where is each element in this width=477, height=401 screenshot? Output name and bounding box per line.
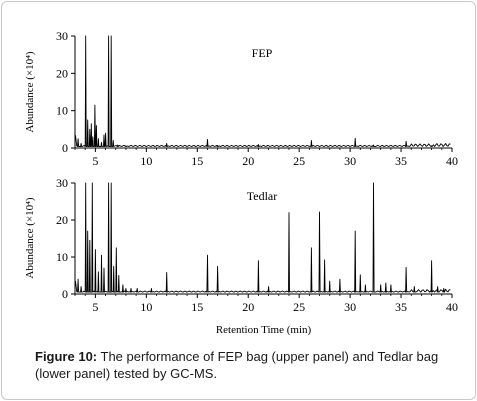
y-tick-label-lower-30: 30	[56, 176, 68, 190]
x-tick-label-upper-25: 25	[293, 154, 305, 168]
x-tick-label-upper-35: 35	[395, 154, 407, 168]
x-tick-label-upper-5: 5	[92, 154, 98, 168]
x-tick-label-upper-20: 20	[242, 154, 254, 168]
chromatogram-trace-lower	[75, 182, 451, 293]
y-tick-label-lower-10: 10	[56, 250, 68, 264]
x-tick-label-lower-35: 35	[395, 300, 407, 314]
x-tick-label-upper-40: 40	[446, 154, 458, 168]
x-axis-title: Retention Time (min)	[216, 324, 312, 336]
gc-ms-chromatogram-figure: 0 10 20 30 5 10 15 20 25 30 35 40 FEP Abundance (×10⁴…	[24, 29, 458, 336]
x-tick-label-upper-30: 30	[344, 154, 356, 168]
caption-label: Figure 10:	[35, 349, 98, 364]
panel-label-upper: FEP	[252, 46, 273, 60]
y-axis-title-upper: Abundance (×10⁴)	[24, 51, 36, 133]
figure-caption: Figure 10: The performance of FEP bag (u…	[35, 348, 467, 382]
chart-panel-lower: 0 10 20 30 5 10 15 20 25 30 35 40 Tedlar Abundance (×…	[24, 176, 458, 336]
x-tick-label-lower-10: 10	[140, 300, 152, 314]
y-tick-label-upper-0: 0	[62, 141, 68, 155]
caption-text: The performance of FEP bag (upper panel)…	[35, 349, 439, 381]
x-tick-label-lower-20: 20	[242, 300, 254, 314]
y-tick-label-upper-20: 20	[56, 66, 68, 80]
panel-label-lower: Tedlar	[247, 189, 277, 203]
chart-panel-upper: 0 10 20 30 5 10 15 20 25 30 35 40 FEP Abundance (×10⁴…	[24, 29, 458, 168]
chromatogram-trace-upper	[75, 35, 451, 147]
x-tick-label-lower-25: 25	[293, 300, 305, 314]
y-axis-title-lower: Abundance (×10⁴)	[24, 197, 36, 279]
y-tick-label-upper-30: 30	[56, 29, 68, 43]
y-tick-label-upper-10: 10	[56, 104, 68, 118]
y-tick-label-lower-20: 20	[56, 213, 68, 227]
x-tick-label-upper-10: 10	[140, 154, 152, 168]
y-tick-label-lower-0: 0	[62, 287, 68, 301]
x-tick-label-lower-5: 5	[92, 300, 98, 314]
x-tick-label-upper-15: 15	[191, 154, 203, 168]
x-tick-label-lower-30: 30	[344, 300, 356, 314]
x-tick-label-lower-40: 40	[446, 300, 458, 314]
x-tick-label-lower-15: 15	[191, 300, 203, 314]
